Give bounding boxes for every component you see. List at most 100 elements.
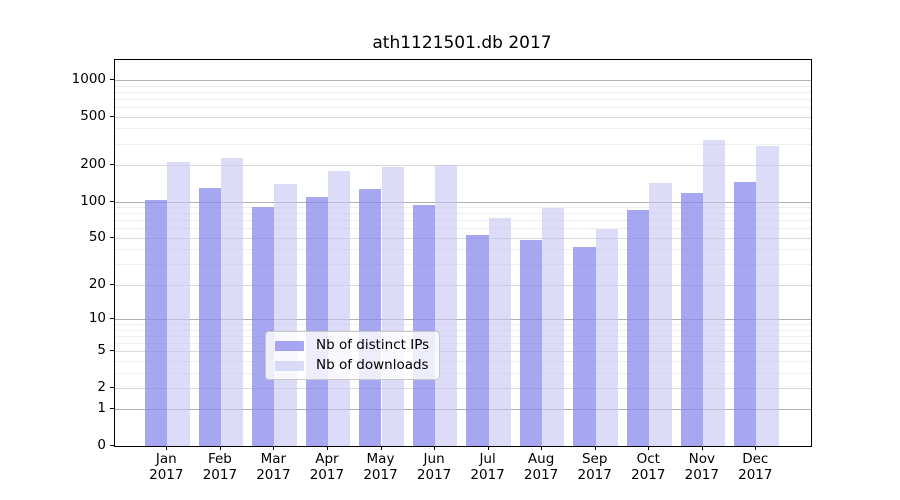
y-tick-1	[110, 408, 114, 410]
x-label-month: Feb	[207, 451, 232, 467]
y-tick-label-20: 20	[88, 275, 106, 292]
gridline-20	[115, 284, 811, 286]
gridline-400	[115, 128, 811, 130]
x-label-month: Jan	[155, 451, 177, 467]
y-tick-500	[110, 115, 114, 117]
x-tick-label-oct: Oct 2017	[616, 451, 680, 483]
bar-nb-of-distinct-ips-feb	[198, 187, 221, 446]
bar-nb-of-downloads-may	[381, 166, 404, 446]
gridline-900	[115, 85, 811, 87]
gridline-50	[115, 237, 811, 239]
x-label-year: 2017	[363, 467, 398, 483]
y-tick-label-500: 500	[80, 107, 106, 124]
gridline-4	[115, 360, 811, 362]
legend-label: Nb of distinct IPs	[316, 337, 430, 353]
gridline-100	[115, 201, 811, 203]
bar-nb-of-downloads-oct	[649, 182, 672, 446]
x-tick-label-jul: Jul 2017	[456, 451, 520, 483]
gridline-60	[115, 228, 811, 230]
x-tick-label-aug: Aug 2017	[509, 451, 573, 483]
bar-nb-of-downloads-jul	[488, 218, 511, 446]
x-label-year: 2017	[631, 467, 666, 483]
x-label-month: May	[366, 451, 395, 467]
bar-nb-of-distinct-ips-may	[359, 188, 382, 446]
legend-row: Nb of distinct IPs	[275, 338, 429, 353]
x-tick-sep	[594, 446, 596, 450]
x-tick-label-apr: Apr 2017	[295, 451, 359, 483]
y-tick-10	[110, 318, 114, 319]
x-tick-jul	[487, 446, 489, 450]
bar-nb-of-downloads-dec	[756, 145, 779, 446]
y-tick-label-100: 100	[80, 192, 106, 209]
x-label-year: 2017	[684, 467, 719, 483]
gridline-600	[115, 107, 811, 108]
x-label-year: 2017	[577, 467, 612, 483]
x-tick-apr	[326, 446, 328, 450]
gridline-300	[115, 143, 811, 145]
y-tick-label-10: 10	[88, 310, 106, 326]
x-tick-nov	[701, 446, 703, 450]
x-tick-oct	[648, 446, 650, 450]
x-label-month: Aug	[527, 451, 555, 467]
bar-nb-of-downloads-sep	[595, 229, 618, 446]
x-tick-label-feb: Feb 2017	[188, 451, 252, 483]
bar-nb-of-downloads-nov	[702, 140, 726, 446]
bar-nb-of-distinct-ips-oct	[626, 210, 650, 446]
x-tick-feb	[219, 446, 221, 450]
x-tick-may	[380, 446, 382, 450]
gridline-7	[115, 335, 811, 337]
gridline-40	[115, 249, 811, 251]
gridline-700	[115, 98, 811, 100]
x-tick-aug	[541, 446, 543, 450]
bar-nb-of-distinct-ips-jul	[466, 234, 489, 446]
legend-swatch-nb-of-downloads	[275, 360, 304, 371]
y-tick-label-5: 5	[97, 342, 106, 359]
x-label-month: Dec	[742, 451, 769, 467]
y-tick-label-2: 2	[97, 378, 106, 395]
bar-nb-of-distinct-ips-mar	[252, 207, 275, 446]
bar-nb-of-downloads-jan	[167, 162, 190, 446]
chart-title: ath1121501.db 2017	[372, 33, 552, 53]
bar-nb-of-distinct-ips-dec	[734, 182, 757, 446]
bar-nb-of-distinct-ips-nov	[680, 192, 703, 446]
x-tick-label-dec: Dec 2017	[723, 451, 787, 483]
bar-nb-of-distinct-ips-jan	[145, 199, 168, 446]
x-label-month: Jul	[479, 451, 496, 467]
bar-nb-of-downloads-apr	[327, 170, 351, 446]
bar-nb-of-downloads-aug	[542, 207, 565, 446]
x-tick-jun	[434, 446, 436, 450]
y-tick-50	[110, 236, 114, 238]
y-tick-200	[110, 164, 114, 165]
legend: Nb of distinct IPs Nb of downloads	[265, 331, 441, 380]
y-tick-label-50: 50	[88, 228, 106, 245]
x-label-year: 2017	[202, 467, 238, 483]
legend-label: Nb of downloads	[316, 357, 429, 373]
gridline-90	[115, 207, 811, 208]
legend-swatch-nb-of-distinct-ips	[275, 340, 304, 351]
x-tick-label-sep: Sep 2017	[563, 451, 627, 483]
y-tick-2	[110, 386, 114, 388]
bar-nb-of-distinct-ips-aug	[519, 239, 543, 446]
x-label-year: 2017	[523, 467, 559, 483]
x-label-month: Mar	[260, 451, 287, 467]
y-tick-5	[110, 350, 114, 352]
x-label-month: Nov	[688, 451, 715, 467]
gridline-1	[115, 409, 811, 411]
plot-area	[114, 59, 812, 447]
x-label-year: 2017	[309, 467, 345, 483]
gridline-9	[115, 324, 811, 325]
x-tick-label-may: May 2017	[349, 451, 413, 483]
bar-nb-of-downloads-jun	[435, 164, 458, 446]
y-tick-0	[110, 445, 114, 446]
x-label-month: Apr	[315, 451, 339, 467]
y-tick-100	[110, 200, 114, 202]
gridline-200	[115, 165, 811, 166]
x-tick-jan	[166, 446, 168, 450]
bar-nb-of-distinct-ips-apr	[305, 197, 328, 446]
gridline-500	[115, 116, 811, 118]
x-label-month: Jun	[423, 451, 445, 467]
y-tick-label-1: 1	[97, 400, 106, 417]
x-label-year: 2017	[256, 467, 291, 483]
y-tick-1000	[110, 78, 114, 80]
